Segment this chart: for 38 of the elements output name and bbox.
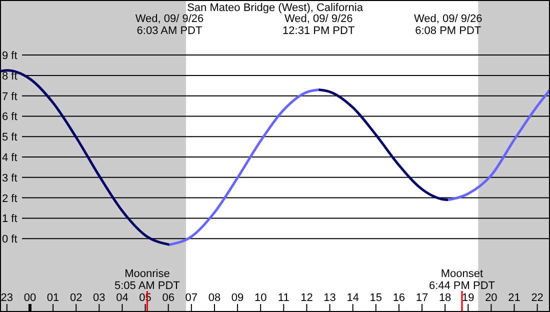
x-tick-label: 07 bbox=[185, 292, 198, 304]
x-tick-label: 08 bbox=[208, 292, 221, 304]
x-tick-label: 06 bbox=[162, 292, 174, 304]
x-tick-label: 20 bbox=[485, 292, 498, 304]
y-tick-label: 0 ft bbox=[2, 234, 18, 246]
x-tick-label: 10 bbox=[254, 292, 267, 304]
chart-title: San Mateo Bridge (West), California bbox=[187, 2, 364, 14]
y-tick-label: 2 ft bbox=[2, 192, 18, 205]
x-tick-label: 12 bbox=[300, 292, 313, 304]
ref-line-label: Moonset 6:44 PM PDT bbox=[428, 268, 496, 292]
y-tick-label: 4 ft bbox=[2, 152, 18, 164]
x-tick-label: 21 bbox=[508, 292, 520, 304]
annotation: Wed, 09/ 9/26 6:08 PM PDT bbox=[414, 13, 482, 37]
x-tick-label: 19 bbox=[462, 292, 474, 304]
x-tick-label: 01 bbox=[46, 292, 60, 304]
x-tick-label: 16 bbox=[392, 292, 406, 304]
x-tick-label: 14 bbox=[346, 292, 359, 304]
annotation: Wed, 09/ 9/26 6:03 AM PDT bbox=[135, 13, 204, 37]
x-tick-label: 15 bbox=[370, 292, 382, 304]
x-tick-label: 17 bbox=[416, 292, 428, 304]
x-tick-label: 09 bbox=[231, 292, 244, 304]
y-tick-label: 5 ft bbox=[2, 132, 18, 144]
x-tick-label: 03 bbox=[93, 292, 106, 304]
y-tick-label: 1 ft bbox=[2, 213, 18, 226]
x-tick-label: 04 bbox=[116, 292, 128, 304]
annotation: Wed, 09/ 9/26 12:31 PM PDT bbox=[282, 13, 355, 37]
x-tick-label: 23 bbox=[0, 292, 14, 304]
y-tick-label: 6 ft bbox=[2, 111, 18, 124]
x-tick-label: 11 bbox=[278, 292, 290, 304]
y-tick-label: 7 ft bbox=[2, 90, 18, 103]
ref-line-label: Moonrise 5:05 AM PDT bbox=[114, 268, 180, 292]
y-tick-label: 3 ft bbox=[2, 172, 18, 184]
x-tick-label: 00 bbox=[24, 292, 36, 304]
x-tick-label: 18 bbox=[438, 292, 452, 304]
x-tick-label: 02 bbox=[70, 292, 82, 304]
x-tick-label: 13 bbox=[324, 292, 336, 304]
y-tick-label: 9 ft bbox=[2, 50, 18, 62]
x-tick-label: 22 bbox=[531, 292, 544, 304]
